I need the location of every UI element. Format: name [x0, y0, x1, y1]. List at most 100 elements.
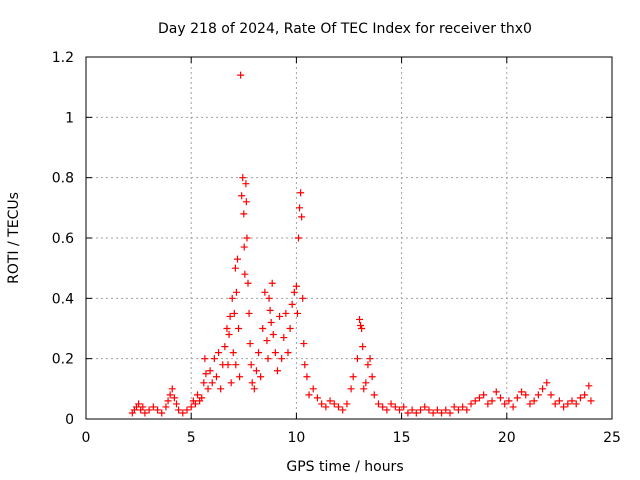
- data-point: [268, 279, 276, 287]
- y-tick-label: 1.2: [52, 50, 74, 66]
- data-point: [202, 370, 210, 378]
- data-point: [581, 391, 589, 399]
- data-point: [286, 325, 294, 332]
- data-point: [229, 349, 237, 357]
- data-point: [303, 373, 311, 381]
- data-point: [334, 403, 342, 411]
- data-point: [526, 400, 534, 408]
- data-point: [280, 334, 288, 342]
- data-point: [471, 397, 479, 405]
- data-point: [162, 403, 170, 411]
- data-point: [200, 379, 208, 387]
- data-point: [264, 355, 272, 363]
- data-point: [269, 331, 277, 339]
- data-point: [555, 397, 563, 405]
- data-point: [208, 379, 216, 387]
- data-point: [141, 409, 149, 417]
- data-point: [217, 385, 225, 393]
- data-point: [313, 394, 321, 402]
- data-point: [235, 325, 243, 332]
- data-point: [236, 373, 244, 381]
- data-point: [318, 400, 326, 408]
- data-point: [266, 306, 274, 314]
- data-point: [215, 349, 223, 357]
- data-point: [227, 379, 235, 387]
- data-point: [357, 321, 365, 329]
- data-point: [231, 264, 239, 272]
- data-point: [206, 367, 214, 375]
- data-point: [326, 397, 334, 405]
- data-point: [459, 403, 467, 411]
- data-point: [446, 409, 454, 417]
- data-point: [547, 391, 555, 399]
- data-point: [168, 385, 176, 393]
- data-point: [492, 388, 500, 396]
- data-point: [395, 406, 403, 414]
- data-point: [261, 288, 269, 296]
- data-point: [247, 361, 255, 369]
- data-point: [252, 367, 260, 375]
- data-point: [221, 343, 229, 351]
- y-axis-title: ROTI / TECUs: [6, 192, 22, 284]
- data-point: [391, 403, 399, 411]
- data-point: [364, 361, 372, 369]
- data-point: [374, 400, 382, 408]
- data-point: [183, 406, 191, 414]
- data-point: [242, 180, 250, 188]
- data-point: [267, 318, 275, 326]
- x-tick-label: 10: [287, 430, 305, 446]
- x-tick-label: 0: [82, 430, 91, 446]
- data-point: [450, 403, 458, 411]
- data-point: [359, 343, 367, 351]
- data-point: [175, 406, 183, 414]
- y-tick-label: 0.4: [52, 291, 74, 307]
- data-point: [230, 309, 238, 317]
- data-point: [585, 382, 593, 390]
- data-point: [255, 349, 263, 357]
- data-point: [210, 355, 218, 363]
- x-tick-label: 15: [393, 430, 411, 446]
- data-point: [295, 234, 303, 242]
- data-point: [263, 337, 271, 345]
- x-tick-label: 5: [187, 430, 196, 446]
- data-point: [232, 288, 240, 296]
- data-point: [296, 204, 304, 212]
- data-point: [204, 385, 212, 393]
- data-point: [347, 385, 355, 393]
- data-point: [237, 71, 245, 79]
- grid-lines: [86, 57, 612, 419]
- data-point: [239, 174, 247, 182]
- data-point: [259, 325, 267, 332]
- y-tick-label: 0.6: [52, 231, 74, 247]
- y-tick-label: 0.2: [52, 352, 74, 368]
- data-point: [149, 403, 157, 411]
- data-point: [484, 400, 492, 408]
- x-axis-title: GPS time / hours: [286, 459, 403, 475]
- data-point: [480, 391, 488, 399]
- data-point: [353, 355, 361, 363]
- data-point: [534, 391, 542, 399]
- data-point: [551, 400, 559, 408]
- data-point: [250, 385, 258, 393]
- data-point: [408, 406, 416, 414]
- data-point: [232, 361, 240, 369]
- data-point: [343, 400, 351, 408]
- data-point: [145, 406, 153, 414]
- data-point: [568, 397, 576, 405]
- data-point: [297, 189, 305, 197]
- data-point: [463, 406, 471, 414]
- data-point: [572, 400, 580, 408]
- data-point: [360, 385, 368, 393]
- data-point: [228, 294, 236, 302]
- data-point: [224, 361, 232, 369]
- data-point: [467, 400, 475, 408]
- data-point: [349, 373, 357, 381]
- data-point: [166, 391, 174, 399]
- data-point: [442, 406, 450, 414]
- data-point: [417, 406, 425, 414]
- data-point: [433, 406, 441, 414]
- data-point: [387, 400, 395, 408]
- data-point: [212, 373, 220, 381]
- data-point: [233, 255, 241, 263]
